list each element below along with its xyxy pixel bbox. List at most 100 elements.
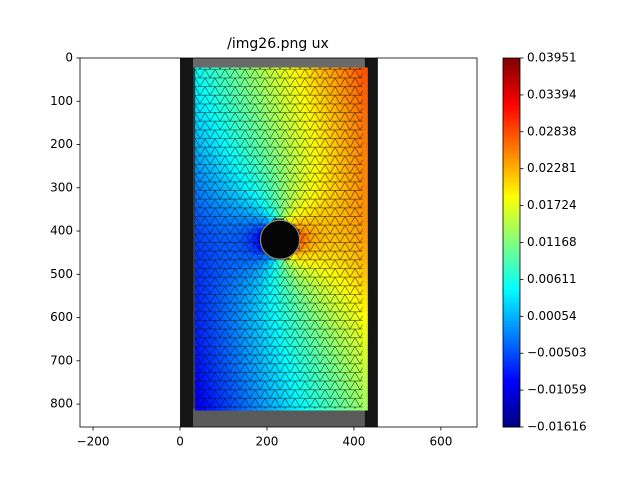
colorbar-cell bbox=[503, 274, 520, 278]
colorbar-cell bbox=[503, 127, 520, 131]
colorbar-cell bbox=[503, 132, 520, 137]
colorbar-tick-label: 0.00611 bbox=[527, 272, 577, 286]
field-cell bbox=[362, 275, 368, 281]
colorbar-cell bbox=[503, 409, 520, 414]
field-cell bbox=[362, 212, 368, 219]
field-cell bbox=[362, 192, 368, 198]
field-cell bbox=[362, 77, 368, 84]
field-cell bbox=[362, 145, 368, 151]
field-cell bbox=[362, 218, 368, 224]
colorbar-cell bbox=[503, 308, 520, 313]
colorbar-cell bbox=[503, 259, 520, 264]
axes-frame bbox=[79, 57, 478, 428]
field-cell bbox=[362, 124, 368, 131]
field-cell bbox=[362, 223, 368, 229]
colorbar-cell bbox=[503, 219, 520, 223]
colorbar-cell bbox=[503, 415, 520, 419]
colorbar-cell bbox=[503, 138, 520, 143]
field-cell bbox=[362, 368, 368, 375]
colorbar-cell bbox=[503, 228, 520, 232]
colorbar-cell bbox=[503, 380, 520, 385]
colorbar-cell bbox=[503, 230, 520, 235]
image bbox=[180, 58, 378, 427]
colorbar-cell bbox=[503, 421, 520, 425]
colorbar-cell bbox=[503, 72, 520, 76]
colorbar-cell bbox=[503, 360, 520, 365]
colorbar-cell bbox=[503, 81, 520, 85]
colorbar-cell bbox=[503, 349, 520, 353]
colorbar-cell bbox=[503, 337, 520, 342]
colorbar-cell bbox=[503, 403, 520, 408]
field-cell bbox=[362, 109, 368, 115]
colorbar-cell bbox=[503, 109, 520, 114]
field-cell bbox=[362, 358, 368, 364]
colorbar-cell bbox=[503, 268, 520, 272]
colorbar-tick-label: 0.02838 bbox=[527, 124, 577, 138]
field-cell bbox=[362, 373, 368, 380]
colorbar-cell bbox=[503, 392, 520, 396]
field-cell bbox=[362, 197, 368, 203]
field-cell bbox=[362, 353, 368, 359]
colorbar-cell bbox=[503, 78, 520, 82]
field-cell bbox=[362, 114, 368, 120]
colorbar-cell bbox=[503, 326, 520, 330]
y-tick-label: 300 bbox=[50, 180, 73, 194]
colorbar-cell bbox=[503, 115, 520, 120]
colorbar-cell bbox=[503, 398, 520, 402]
field-cell bbox=[362, 160, 368, 167]
field-cell bbox=[362, 181, 368, 188]
colorbar-cell bbox=[503, 334, 520, 339]
colorbar-cell bbox=[503, 95, 520, 99]
colorbar-cell bbox=[503, 193, 520, 197]
colorbar-cell bbox=[503, 363, 520, 367]
colorbar-cell bbox=[503, 207, 520, 212]
colorbar-cell bbox=[503, 314, 520, 318]
colorbar-cell bbox=[503, 340, 520, 344]
colorbar-cell bbox=[503, 98, 520, 102]
colorbar-cell bbox=[503, 213, 520, 218]
colorbar-cell bbox=[503, 412, 520, 416]
field-cell bbox=[362, 363, 368, 370]
field-cell bbox=[362, 306, 368, 312]
y-tick-label: 400 bbox=[50, 224, 73, 238]
colorbar-cell bbox=[503, 66, 520, 71]
colorbar-tick-label: −0.01616 bbox=[527, 420, 587, 434]
colorbar-cell bbox=[503, 343, 520, 347]
colorbar-cell bbox=[503, 236, 520, 241]
colorbar-cell bbox=[503, 386, 520, 391]
field-cell bbox=[362, 238, 368, 245]
colorbar-cell bbox=[503, 153, 520, 157]
field-cell bbox=[362, 285, 368, 292]
colorbar-cell bbox=[503, 239, 520, 243]
colorbar-cell bbox=[503, 58, 520, 62]
field-cell bbox=[362, 249, 368, 255]
grip-bottom bbox=[193, 408, 365, 427]
field-cell bbox=[362, 88, 368, 94]
colorbar-cell bbox=[503, 225, 520, 229]
field-cell bbox=[362, 93, 368, 100]
colorbar-cell bbox=[503, 141, 520, 145]
y-tick-label: 700 bbox=[50, 353, 73, 367]
colorbar-cell bbox=[503, 210, 520, 215]
colorbar-cell bbox=[503, 176, 520, 180]
colorbar-cell bbox=[503, 303, 520, 307]
colorbar-cell bbox=[503, 184, 520, 189]
y-tick-label: 600 bbox=[50, 310, 73, 324]
colorbar-cell bbox=[503, 383, 520, 388]
field-cell bbox=[362, 316, 368, 323]
y-tick-label: 100 bbox=[50, 94, 73, 108]
field-cell bbox=[362, 129, 368, 136]
colorbar-cell bbox=[503, 181, 520, 186]
colorbar-cell bbox=[503, 256, 520, 261]
colorbar-cell bbox=[503, 395, 520, 399]
y-tick-label: 500 bbox=[50, 267, 73, 281]
colorbar-cell bbox=[503, 357, 520, 362]
colorbar-cell bbox=[503, 372, 520, 376]
field-cell bbox=[362, 119, 368, 126]
field-cell bbox=[362, 389, 368, 395]
colorbar-tick-label: 0.02281 bbox=[527, 161, 577, 175]
colorbar-cell bbox=[503, 401, 520, 405]
colorbar-cell bbox=[503, 282, 520, 287]
field-cell bbox=[362, 98, 368, 105]
colorbar-cell bbox=[503, 222, 520, 226]
